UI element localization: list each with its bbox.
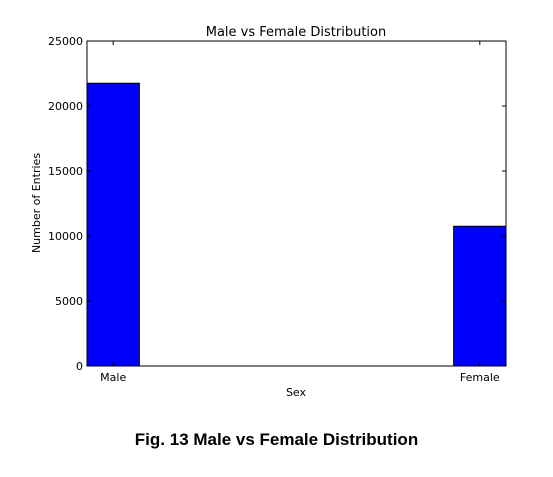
y-tick-label: 25000 bbox=[48, 35, 83, 48]
y-tick-label: 15000 bbox=[48, 165, 83, 178]
chart-title: Male vs Female Distribution bbox=[206, 25, 387, 40]
y-tick-label: 20000 bbox=[48, 100, 83, 113]
bars-group bbox=[86, 82, 507, 367]
y-axis-label: Number of Entries bbox=[30, 153, 43, 253]
plot-frame bbox=[86, 40, 507, 367]
x-tick-label-male: Male bbox=[100, 371, 126, 384]
bar-female bbox=[453, 225, 507, 367]
y-axis-ticks: 0 5000 10000 15000 20000 25000 bbox=[48, 35, 506, 373]
y-tick-label: 5000 bbox=[55, 295, 83, 308]
x-axis-label: Sex bbox=[286, 386, 307, 399]
x-tick-label-female: Female bbox=[460, 371, 500, 384]
y-tick-label: 0 bbox=[76, 360, 83, 373]
y-tick-label: 10000 bbox=[48, 230, 83, 243]
bar-male bbox=[86, 82, 140, 367]
figure-caption: Fig. 13 Male vs Female Distribution bbox=[134, 430, 419, 449]
x-axis-ticks: Male Female bbox=[100, 41, 500, 384]
